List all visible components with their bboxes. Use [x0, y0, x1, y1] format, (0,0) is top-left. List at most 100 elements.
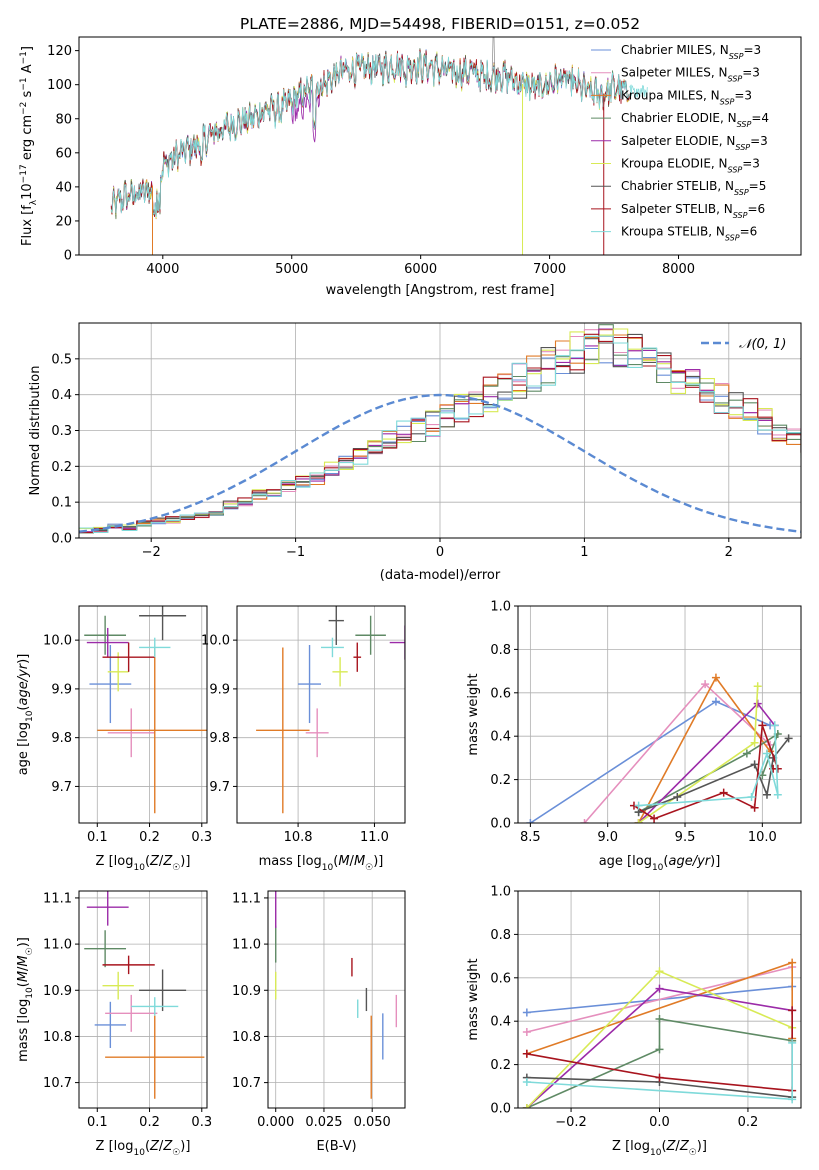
plot-area [275, 891, 398, 1099]
axes-frame [267, 890, 406, 1109]
legend-n: =3 [742, 66, 760, 80]
errorbar-salpeter-stelib [102, 955, 155, 975]
errorbar-chabrier-stelib [139, 606, 187, 641]
x-tick-label: 8.5 [520, 830, 541, 845]
legend-text: Salpeter ELODIE, N [621, 134, 735, 148]
histogram-kroupa-stelib [79, 335, 801, 534]
label-part: age [log [16, 722, 31, 775]
legend-n: =4 [751, 111, 769, 125]
label-part: ☉ [25, 947, 35, 955]
weight-marker [788, 1006, 797, 1015]
plot-area [522, 958, 797, 1108]
legend-text: Salpeter STELIB, N [621, 202, 733, 216]
y-tick-label: 60 [55, 146, 72, 161]
ebv-mass: 0.000 0.025 0.050 10.7 10.8 10.9 11.0 11.1 E(B-V… [232, 890, 406, 1154]
label-part: erg cm [20, 115, 35, 164]
weight-marker [762, 749, 771, 758]
weight-marker [634, 819, 643, 823]
label-part: 10 [133, 1148, 145, 1158]
errorbar-chabrier-miles [89, 645, 132, 724]
y-tick-label: 40 [55, 180, 72, 195]
spectrum-line-kroupa-stelib [110, 51, 630, 218]
label-part: Z [log [96, 854, 134, 869]
label-part: −2 [19, 102, 29, 115]
y-tick-label: 0.0 [490, 817, 511, 832]
x-tick-label: 9.0 [597, 830, 618, 845]
legend-entry: Salpeter MILES, NSSP=3 [621, 66, 760, 84]
y-tick-label: 10.7 [43, 1076, 72, 1091]
label-part: age/yr [668, 854, 711, 869]
y-tick-label: 20 [55, 214, 72, 229]
label-part: M [16, 971, 31, 982]
weight-marker [522, 1028, 531, 1037]
errorbar-chabrier-elodie [84, 930, 127, 968]
legend-entry: 𝒩(0, 1) [739, 337, 786, 352]
y-tick-label: 0.0 [51, 532, 72, 547]
y-tick-label: 100 [47, 78, 72, 93]
y-tick-label: 10.0 [43, 634, 72, 649]
spectrum-spike [491, 37, 496, 72]
label-part: Z [162, 1139, 173, 1154]
legend-entry: Salpeter ELODIE, NSSP=3 [621, 134, 768, 152]
y-tick-label: 9.8 [209, 731, 230, 746]
errorbar-salpeter-miles [305, 708, 329, 758]
y-tick-label: 0.2 [490, 773, 511, 788]
weight-marker [742, 749, 751, 758]
y-axis-label: Flux [fλ10−17 erg cm−2 s−1 A−1] [19, 46, 39, 246]
x-tick-label: 4000 [146, 262, 179, 277]
label-part: ( [663, 854, 668, 869]
label-part: 10 [133, 863, 145, 873]
x-tick-label: 0.0 [649, 1115, 670, 1130]
x-tick-label: 6000 [404, 262, 437, 277]
x-tick-label: 0.050 [354, 1115, 391, 1130]
label-part: Z [679, 1139, 690, 1154]
y-tick-label: 10.9 [43, 984, 72, 999]
legend-sub: SSP [729, 52, 744, 61]
errorbar-salpeter-stelib [102, 642, 155, 672]
y-tick-label: 0.8 [490, 928, 511, 943]
y-tick-label: 0.4 [490, 730, 511, 745]
plot-area [256, 606, 405, 814]
weight-marker [673, 792, 682, 801]
weight-marker [580, 819, 589, 823]
weight-series-kroupa-stelib [522, 1038, 797, 1104]
legend-sub: SSP [720, 97, 735, 106]
label-part: mass [log [16, 999, 31, 1062]
label-part: 10 [25, 987, 35, 999]
x-tick-label: 9.5 [675, 830, 696, 845]
weight-marker [758, 721, 767, 730]
legend-entry: Kroupa ELODIE, NSSP=3 [621, 157, 760, 175]
errorbar-chabrier-miles [298, 645, 321, 724]
y-tick-label: 9.8 [51, 731, 72, 746]
x-tick-label: 0.3 [191, 1115, 212, 1130]
legend-n: =5 [749, 179, 767, 193]
weight-marker [711, 673, 720, 682]
gaussian-curve [79, 393, 801, 533]
label-part: ☉ [689, 1148, 697, 1158]
weight-marker [753, 699, 762, 708]
label-part: age/yr [16, 662, 31, 705]
y-tick-label: 0.4 [490, 1015, 511, 1030]
errorbar-salpeter-elodie [389, 625, 405, 660]
legend-n: =3 [742, 157, 760, 171]
weight-marker [634, 801, 643, 810]
weight-marker [522, 1104, 531, 1108]
errorbar-kroupa-elodie [102, 971, 134, 1000]
y-tick-label: 9.7 [209, 780, 230, 795]
label-part: 10 [25, 710, 35, 722]
x-tick-label: 0.000 [257, 1115, 294, 1130]
y-axis-label: age [log10(age/yr)] [16, 654, 35, 776]
legend-text: Chabrier MILES, N [621, 43, 729, 57]
x-axis-label: (data-model)/error [380, 568, 501, 583]
y-tick-label: 10.0 [201, 634, 230, 649]
label-part: ( [145, 1139, 150, 1154]
plot-area [84, 891, 205, 1099]
x-tick-label: 10.8 [284, 830, 313, 845]
errorbar-chabrier-miles [94, 1001, 127, 1048]
weight-marker [655, 967, 664, 976]
label-part: λ [29, 199, 39, 205]
legend-n: =6 [747, 202, 765, 216]
y-tick-label: 0.0 [490, 1102, 511, 1117]
x-tick-label: 5000 [275, 262, 308, 277]
y-tick-label: 0.1 [51, 496, 72, 511]
